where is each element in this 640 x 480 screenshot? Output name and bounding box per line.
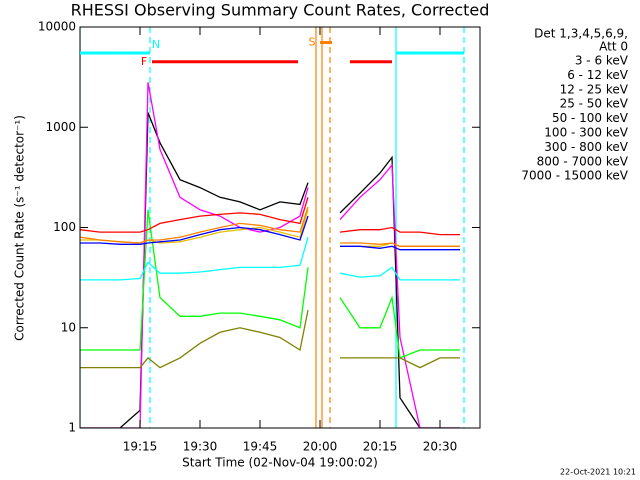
series-line xyxy=(80,309,460,369)
y-axis-label: Corrected Count Rate (s⁻¹ detector⁻¹) xyxy=(13,115,27,341)
legend-label: 800 - 7000 keV xyxy=(537,154,629,168)
legend-label: 7000 - 15000 keV xyxy=(521,169,628,183)
y-tick-label: 100 xyxy=(53,220,76,234)
legend-label: 12 - 25 keV xyxy=(560,82,629,96)
legend-header: Att 0 xyxy=(599,40,628,54)
x-tick-label: 19:15 xyxy=(123,440,158,454)
x-tick-label: 19:30 xyxy=(183,440,218,454)
flag-label: S xyxy=(309,36,316,49)
series-line xyxy=(80,206,460,247)
series-line xyxy=(80,209,460,359)
x-tick-label: 20:00 xyxy=(303,440,338,454)
series-line xyxy=(80,215,460,251)
legend-label: 3 - 6 keV xyxy=(575,54,629,68)
x-axis-label: Start Time (02-Nov-04 19:00:02) xyxy=(182,456,378,470)
legend-label: 50 - 100 keV xyxy=(552,111,629,125)
flag-label: N xyxy=(152,38,160,51)
series-line xyxy=(80,237,460,281)
x-tick-label: 20:15 xyxy=(363,440,398,454)
legend-header: Det 1,3,4,5,6,9, xyxy=(534,27,628,41)
x-tick-label: 19:45 xyxy=(243,440,278,454)
y-tick-label: 10000 xyxy=(38,20,76,34)
legend-label: 6 - 12 keV xyxy=(567,68,629,82)
legend-label: 100 - 300 keV xyxy=(544,126,628,140)
y-tick-label: 10 xyxy=(61,320,76,334)
series-line xyxy=(80,112,460,428)
legend-label: 25 - 50 keV xyxy=(560,97,629,111)
legend-label: 300 - 800 keV xyxy=(544,140,628,154)
chart-title: RHESSI Observing Summary Count Rates, Co… xyxy=(71,1,490,20)
x-tick-label: 20:30 xyxy=(423,440,458,454)
series-line xyxy=(80,82,460,428)
y-tick-label: 1000 xyxy=(45,120,76,134)
y-tick-label: 1 xyxy=(68,421,76,435)
plot-area xyxy=(80,27,465,428)
flag-label: F xyxy=(141,55,147,68)
series-line xyxy=(80,197,460,236)
timestamp: 22-Oct-2021 10:21 xyxy=(560,468,636,477)
